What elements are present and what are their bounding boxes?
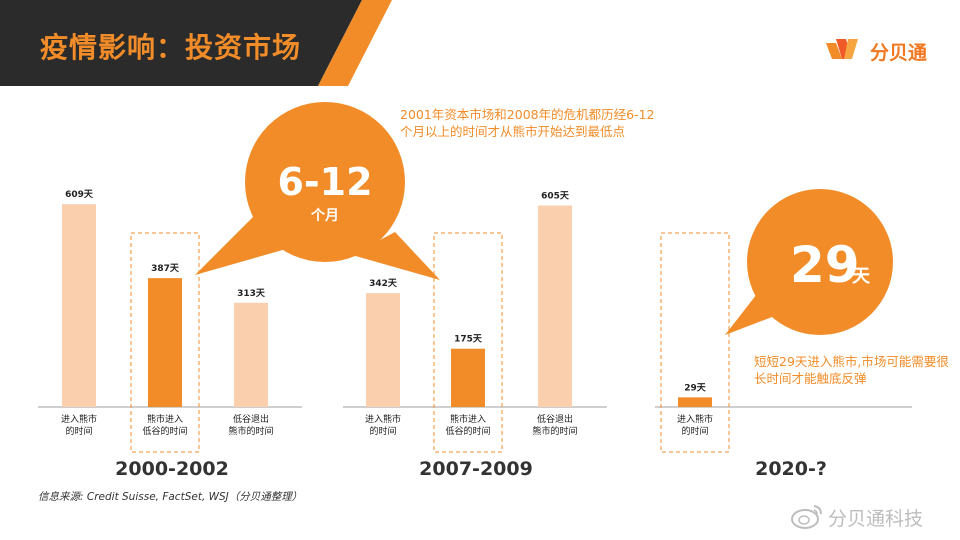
header-bar	[0, 0, 392, 86]
header-orange-stripe	[318, 0, 392, 86]
value-label-1-3: 313天	[237, 288, 266, 299]
category-label-1-3: 低谷退出熊市的时间	[228, 413, 273, 437]
value-label-1-2: 387天	[151, 263, 180, 274]
category-label-3-1: 进入熊市的时间	[677, 413, 713, 437]
value-label-2-1: 342天	[369, 278, 398, 289]
bar-1-2	[148, 278, 182, 407]
logo-text: 分贝通	[870, 42, 928, 64]
category-label-2-3: 低谷退出熊市的时间	[532, 413, 577, 437]
bubble-2-sub: 天	[852, 266, 870, 287]
bar-1-1	[62, 204, 96, 407]
bubble-1-sub: 个月	[311, 208, 339, 224]
page-title: 疫情影响：投资市场	[40, 31, 302, 64]
period-label-1: 2000-2002	[115, 458, 229, 480]
header-dark-band	[0, 0, 362, 86]
bar-3-1	[678, 397, 712, 407]
note-top: 2001年资本市场和2008年的危机都历经6-12个月以上的时间才从熊市开始达到…	[400, 107, 655, 139]
source-note: 信息来源: Credit Suisse, FactSet, WSJ（分贝通整理）	[38, 491, 303, 503]
logo-mark-icon	[826, 39, 858, 59]
value-label-2-2: 175天	[454, 334, 483, 345]
bar-2-2	[451, 348, 485, 407]
highlight-box-2	[433, 232, 503, 453]
bubble-6-12-months	[195, 102, 440, 280]
category-label-1-1: 进入熊市的时间	[61, 413, 97, 437]
period-label-2: 2007-2009	[419, 458, 533, 480]
value-label-1-1: 609天	[65, 189, 94, 200]
value-label-3-1: 29天	[684, 382, 707, 393]
highlight-box-1	[130, 232, 200, 453]
highlight-box-3	[660, 232, 730, 453]
period-label-3: 2020-?	[755, 458, 827, 480]
bubble-1-main: 6-12	[277, 160, 373, 204]
category-label-1-2: 熊市进入低谷的时间	[142, 413, 187, 437]
bubble-2-main: 29	[790, 236, 860, 294]
watermark: 分贝通科技	[828, 508, 924, 530]
category-label-2-1: 进入熊市的时间	[365, 413, 401, 437]
weibo-icon	[791, 505, 822, 529]
bubble-29-days	[725, 189, 893, 335]
bar-2-1	[366, 293, 400, 407]
value-label-2-3: 605天	[541, 191, 570, 202]
note-right: 短短29天进入熊市,市场可能需要很长时间才能触底反弹	[754, 354, 949, 386]
category-label-2-2: 熊市进入低谷的时间	[445, 413, 490, 437]
bar-1-3	[234, 302, 268, 407]
bar-2-3	[538, 205, 572, 407]
